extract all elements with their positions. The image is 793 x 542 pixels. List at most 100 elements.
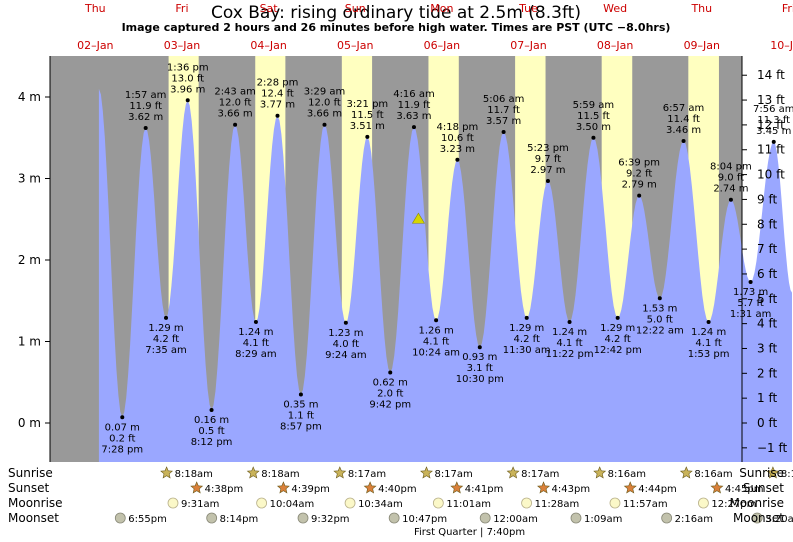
tide-label-26-1: 6:57 am xyxy=(663,103,705,114)
tide-label-22-3: 3.50 m xyxy=(576,122,611,133)
tide-label-8-3: 3.77 m xyxy=(260,100,295,111)
right-tick-label-3: 2 ft xyxy=(757,366,777,380)
tide-label-2-3: 3.62 m xyxy=(128,112,163,123)
tide-label-23-2: 4.2 ft xyxy=(605,334,631,345)
right-tick-label-7: 6 ft xyxy=(757,267,777,281)
sunrise-icon-3 xyxy=(333,466,347,479)
sunrise-time-3: 8:17am xyxy=(348,469,386,480)
sunset-icon-1 xyxy=(190,481,204,494)
tide-label-12-2: 11.5 ft xyxy=(351,110,384,121)
day-label-5-date: 06–Jan xyxy=(424,39,460,52)
tide-label-28-2: 9.0 ft xyxy=(718,173,744,184)
sunrise-icon-2 xyxy=(246,466,260,479)
sunrise-time-7: 8:16am xyxy=(694,469,732,480)
tide-label-1-1: 0.07 m xyxy=(105,422,140,433)
row-label-moonset-right: Moonset xyxy=(733,511,784,525)
tide-label-18-3: 3.57 m xyxy=(486,116,521,127)
tide-point-20 xyxy=(545,178,550,183)
tide-label-23-3: 12:42 pm xyxy=(594,345,642,356)
tide-label-5-3: 8:12 pm xyxy=(191,437,233,448)
moonset-icon-3 xyxy=(297,512,309,524)
day-label-7-date: 08–Jan xyxy=(597,39,633,52)
tide-label-25-1: 1.53 m xyxy=(642,303,677,314)
moonset-time-1: 6:55pm xyxy=(128,514,167,525)
day-label-9-name: Fri xyxy=(782,2,793,15)
sunset-time-5: 4:43pm xyxy=(552,484,591,495)
tide-point-2 xyxy=(143,125,148,130)
tide-label-19-1: 1.29 m xyxy=(509,323,544,334)
tide-label-8-2: 12.4 ft xyxy=(261,89,294,100)
day-label-1-date: 02–Jan xyxy=(77,39,113,52)
moonrise-icon-7 xyxy=(698,497,709,509)
sunset-time-6: 4:44pm xyxy=(638,484,677,495)
tide-label-3-2: 4.2 ft xyxy=(153,334,179,345)
tide-point-15 xyxy=(434,318,439,323)
chart-title: Cox Bay: rising ordinary tide at 2.5m (8… xyxy=(211,3,581,23)
tide-label-19-2: 4.2 ft xyxy=(514,334,540,345)
moonrise-icon-4 xyxy=(432,497,444,509)
tide-label-11-1: 1.23 m xyxy=(328,328,363,339)
tide-label-23-1: 1.29 m xyxy=(600,323,635,334)
tide-label-22-1: 5:59 am xyxy=(573,100,615,111)
moonrise-icon-5 xyxy=(521,497,532,509)
tide-area xyxy=(98,88,792,463)
tide-point-23 xyxy=(615,315,620,320)
tide-label-17-3: 10:30 pm xyxy=(456,374,504,385)
tide-label-6-3: 3.66 m xyxy=(217,109,252,120)
moonrise-time-4: 11:01am xyxy=(446,499,491,510)
tide-label-4-2: 13.0 ft xyxy=(171,73,204,84)
moonset-icon-6 xyxy=(570,512,582,524)
day-label-8-name: Thu xyxy=(690,2,712,15)
right-tick-label-14: 13 ft xyxy=(757,93,785,107)
sunset-icon-7 xyxy=(710,481,724,494)
day-label-2-date: 03–Jan xyxy=(164,39,200,52)
moonset-time-7: 2:16am xyxy=(675,514,713,525)
day-label-3-name: Sat xyxy=(260,2,279,15)
tide-label-3-1: 1.29 m xyxy=(148,323,183,334)
tide-label-1-2: 0.2 ft xyxy=(109,433,135,444)
tide-label-29-1: 1.73 m xyxy=(733,287,768,298)
right-tick-label-4: 3 ft xyxy=(757,341,777,355)
tide-label-13-1: 0.62 m xyxy=(373,377,408,388)
tide-point-5 xyxy=(209,407,214,412)
tide-label-12-3: 3.51 m xyxy=(350,121,385,132)
tide-label-2-2: 11.9 ft xyxy=(129,101,162,112)
tide-label-18-1: 5:06 am xyxy=(483,94,525,105)
day-labels: Thu 02–Jan Fri 03–Jan Sat 04–Jan Sun 05–Jan Mon 0… xyxy=(77,2,793,52)
tide-label-20-2: 9.7 ft xyxy=(535,154,561,165)
tide-label-29-3: 1:31 am xyxy=(730,309,772,320)
moonset-icon-2 xyxy=(206,512,218,524)
moonrise-icon-2 xyxy=(256,497,268,509)
sunset-icon-5 xyxy=(537,481,551,494)
tide-point-4 xyxy=(185,98,190,103)
tide-label-17-1: 0.93 m xyxy=(462,352,497,363)
sunrise-icon-1 xyxy=(160,466,174,479)
moonset-icon-1 xyxy=(114,512,126,524)
sunset-icon-2 xyxy=(276,481,290,494)
tide-label-28-1: 8:04 pm xyxy=(710,162,752,173)
tide-label-6-2: 12.0 ft xyxy=(219,98,252,109)
row-label-moonrise-right: Moonrise xyxy=(729,496,784,510)
chart-subtitle: Image captured 2 hours and 26 minutes be… xyxy=(122,21,671,34)
sunrise-icon-8 xyxy=(766,466,780,479)
tide-label-1-3: 7:28 pm xyxy=(101,444,143,455)
sunrise-time-8: 8:15am xyxy=(781,469,793,480)
day-label-9-date: 10–Jan xyxy=(770,39,793,52)
tide-label-30-2: 11.3 ft xyxy=(757,115,790,126)
right-tick-label-9: 8 ft xyxy=(757,217,777,231)
tide-label-12-1: 3:21 pm xyxy=(346,99,388,110)
tide-label-11-2: 4.0 ft xyxy=(333,339,359,350)
day-label-6-name: Tue xyxy=(518,2,538,15)
tide-point-16 xyxy=(455,157,460,162)
moonset-time-8: 3:20am xyxy=(765,514,793,525)
tide-point-30 xyxy=(771,139,776,144)
tide-point-18 xyxy=(501,130,506,135)
tide-point-8 xyxy=(275,113,280,118)
tide-label-26-2: 11.4 ft xyxy=(667,114,700,125)
astronomy-rows: 8:18am 8:18am 8:17am 8:17am 8:17am 8:16am 8:16… xyxy=(114,466,793,525)
left-tick-label-4: 4 m xyxy=(18,90,41,104)
tide-label-7-1: 1.24 m xyxy=(238,327,273,338)
tide-label-13-3: 9:42 pm xyxy=(369,399,411,410)
tide-point-6 xyxy=(233,122,238,127)
